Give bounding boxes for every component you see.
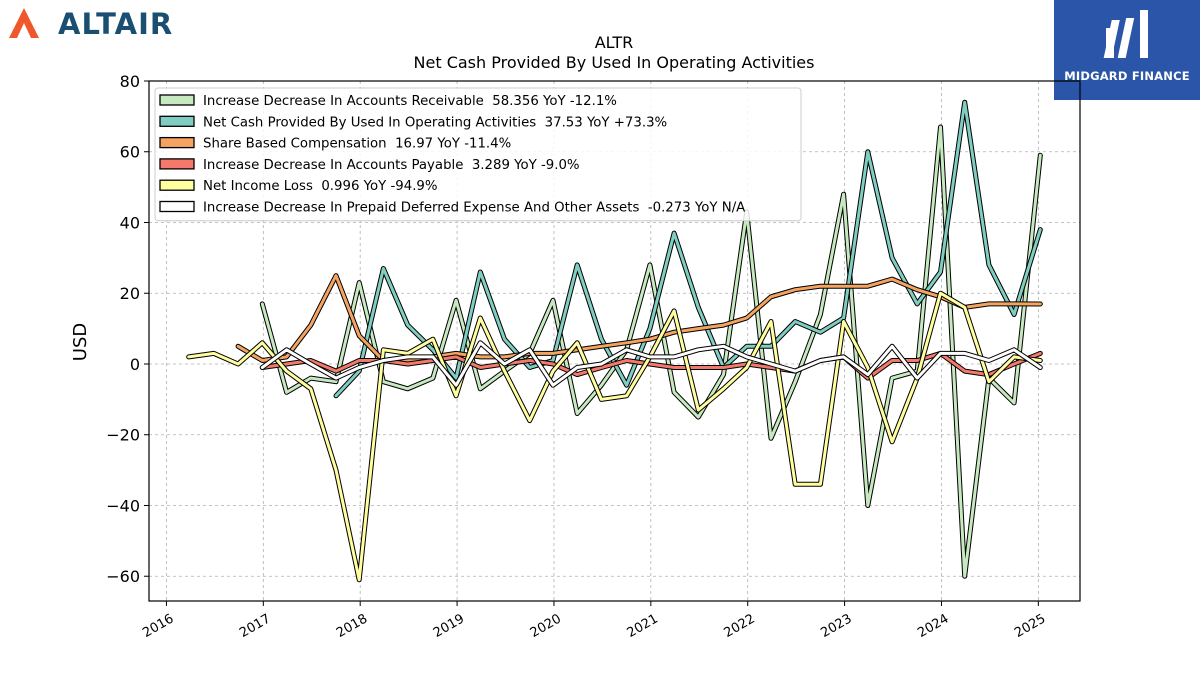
- midgard-finance-logo: MIDGARD FINANCE: [1054, 0, 1200, 100]
- y-tick-label: −40: [106, 496, 140, 515]
- plot-frame: [148, 80, 1081, 602]
- y-tick-label: 0: [130, 355, 140, 374]
- legend-label: Increase Decrease In Accounts Payable 3.…: [203, 158, 580, 173]
- midgard-logo-text: MIDGARD FINANCE: [1064, 69, 1190, 83]
- x-tick-label: 2025: [1012, 611, 1048, 641]
- x-tick-label: 2023: [818, 611, 854, 641]
- x-tick-label: 2017: [237, 611, 273, 641]
- y-tick-label: 40: [120, 213, 140, 232]
- x-tick-label: 2016: [140, 611, 176, 641]
- x-tick-label: 2020: [528, 611, 564, 641]
- legend: Increase Decrease In Accounts Receivable…: [154, 87, 802, 222]
- legend-label: Net Cash Provided By Used In Operating A…: [203, 115, 667, 130]
- series-outline: [186, 290, 1043, 583]
- midgard-logo-mark-icon: [1103, 10, 1148, 58]
- x-tick-label: 2021: [625, 611, 661, 641]
- legend-label: Increase Decrease In Accounts Receivable…: [203, 94, 617, 109]
- altair-logo-text: ALTAIR: [58, 7, 173, 41]
- y-axis-label: USD: [70, 323, 91, 361]
- legend-box: [154, 87, 802, 222]
- x-tick-label: 2019: [431, 611, 467, 641]
- x-tick-label: 2022: [722, 611, 758, 641]
- y-tick-label: 80: [120, 72, 140, 91]
- legend-swatch: [159, 115, 195, 127]
- legend-swatch: [159, 179, 195, 191]
- legend-label: Share Based Compensation 16.97 YoY -11.4…: [203, 137, 511, 152]
- legend-swatch: [159, 200, 195, 213]
- series-line: [334, 100, 1042, 398]
- legend-swatch: [159, 158, 195, 170]
- plot-area: [186, 99, 1043, 583]
- legend-swatch: [159, 94, 195, 106]
- y-tick-label: −60: [106, 567, 140, 586]
- chart-subtitle: Net Cash Provided By Used In Operating A…: [414, 53, 815, 72]
- altair-logo-mark-icon: ALTAIR: [9, 7, 173, 41]
- series-line: [236, 274, 1042, 362]
- x-tick-label: 2024: [915, 611, 951, 641]
- y-tick-label: 20: [120, 284, 140, 303]
- legend-label: Increase Decrease In Prepaid Deferred Ex…: [203, 201, 745, 216]
- x-tick-label: 2018: [334, 611, 370, 641]
- legend-swatch: [159, 136, 195, 149]
- series-line: [260, 125, 1042, 578]
- legend-label: Net Income Loss 0.996 YoY -94.9%: [203, 179, 438, 194]
- series-line: [260, 341, 1042, 387]
- series-line: [187, 291, 1042, 582]
- chart-title: ALTR: [595, 33, 634, 52]
- y-tick-label: −20: [106, 426, 140, 445]
- y-tick-label: 60: [120, 143, 140, 162]
- altair-logo: ALTAIR: [6, 4, 196, 44]
